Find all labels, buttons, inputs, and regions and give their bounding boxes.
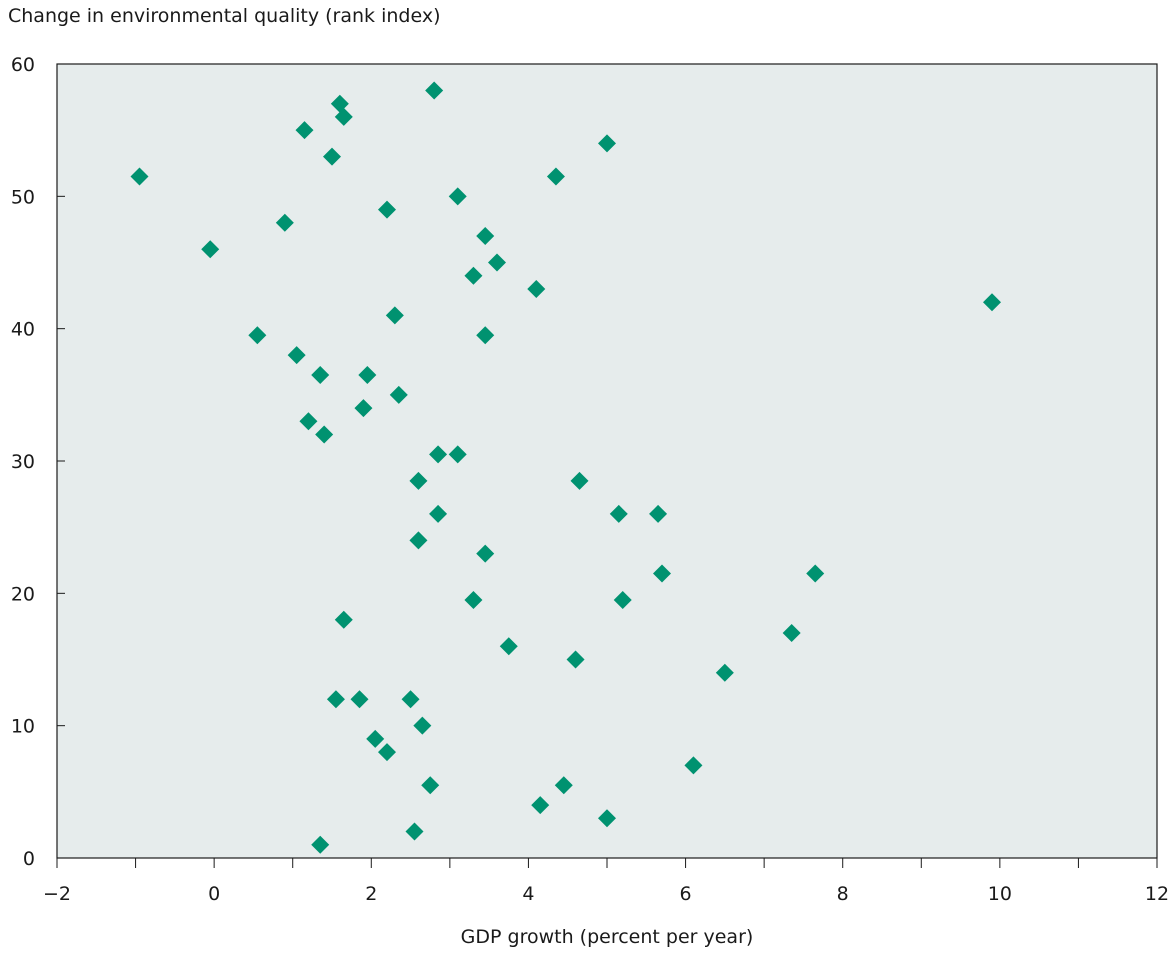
data-point	[405, 822, 424, 841]
data-point	[554, 776, 573, 795]
plot-area	[56, 63, 1158, 859]
data-point	[299, 412, 318, 431]
data-point	[275, 213, 294, 232]
data-point	[421, 776, 440, 795]
data-point	[782, 624, 801, 643]
x-tick-label: 12	[1145, 883, 1169, 905]
data-point	[378, 200, 396, 219]
data-point	[295, 121, 314, 140]
x-tick-label: −2	[43, 883, 71, 905]
y-tick-label: 10	[11, 716, 35, 738]
axis-tick-labels: −2 0 2 4 6 8 10 12 0 10 20 30 40 50 60	[11, 54, 1169, 905]
data-point	[385, 306, 404, 325]
data-point	[531, 796, 550, 815]
axis-ticks	[56, 63, 1158, 868]
x-tick-label: 8	[837, 883, 849, 905]
data-point	[715, 663, 734, 682]
data-point	[429, 445, 448, 464]
data-point	[201, 240, 220, 259]
x-axis-label: GDP growth (percent per year)	[460, 926, 754, 948]
data-point	[378, 743, 396, 762]
data-point	[334, 610, 353, 629]
data-point	[311, 835, 330, 854]
x-tick-label: 0	[208, 883, 220, 905]
data-point	[527, 279, 546, 298]
y-tick-label: 50	[11, 186, 35, 208]
data-point	[287, 346, 306, 365]
data-point	[354, 399, 373, 418]
data-point	[476, 544, 495, 563]
data-point	[806, 564, 825, 583]
data-point	[429, 504, 448, 523]
data-point	[653, 564, 671, 583]
data-point	[326, 690, 345, 709]
data-point	[546, 167, 565, 186]
y-tick-label: 40	[11, 319, 35, 341]
x-tick-label: 2	[365, 883, 377, 905]
data-point	[248, 326, 267, 345]
data-point	[358, 365, 377, 384]
x-tick-label: 6	[680, 883, 692, 905]
data-point	[684, 756, 703, 775]
data-point	[315, 425, 334, 444]
y-axis-label: Change in environmental quality (rank in…	[8, 5, 441, 27]
data-point	[649, 504, 668, 523]
data-point	[413, 716, 432, 735]
y-tick-label: 60	[11, 54, 35, 76]
data-point	[448, 187, 467, 206]
data-point	[488, 253, 506, 272]
data-point	[464, 590, 483, 609]
data-point	[389, 385, 408, 404]
data-point	[334, 107, 353, 126]
y-tick-label: 30	[11, 451, 35, 473]
data-point	[350, 690, 369, 709]
data-point	[476, 227, 495, 246]
data-point	[598, 134, 616, 153]
data-point	[311, 365, 330, 384]
data-point	[409, 471, 428, 490]
data-point	[366, 729, 385, 748]
data-point	[464, 266, 483, 285]
y-tick-label: 0	[23, 848, 35, 870]
data-point	[476, 326, 495, 345]
data-point	[401, 690, 420, 709]
y-tick-label: 20	[11, 583, 35, 605]
x-tick-label: 4	[522, 883, 534, 905]
data-point	[425, 81, 444, 100]
data-point	[566, 650, 585, 669]
x-tick-label: 10	[988, 883, 1012, 905]
data-point	[330, 94, 349, 113]
data-point	[609, 504, 628, 523]
data-point	[613, 590, 632, 609]
data-point	[448, 445, 467, 464]
data-point	[323, 147, 341, 166]
data-point	[598, 809, 616, 828]
data-point	[570, 471, 589, 490]
data-points	[130, 81, 1001, 854]
data-point	[130, 167, 149, 186]
data-point	[409, 531, 428, 550]
data-point	[499, 637, 518, 656]
data-point	[983, 293, 1001, 312]
